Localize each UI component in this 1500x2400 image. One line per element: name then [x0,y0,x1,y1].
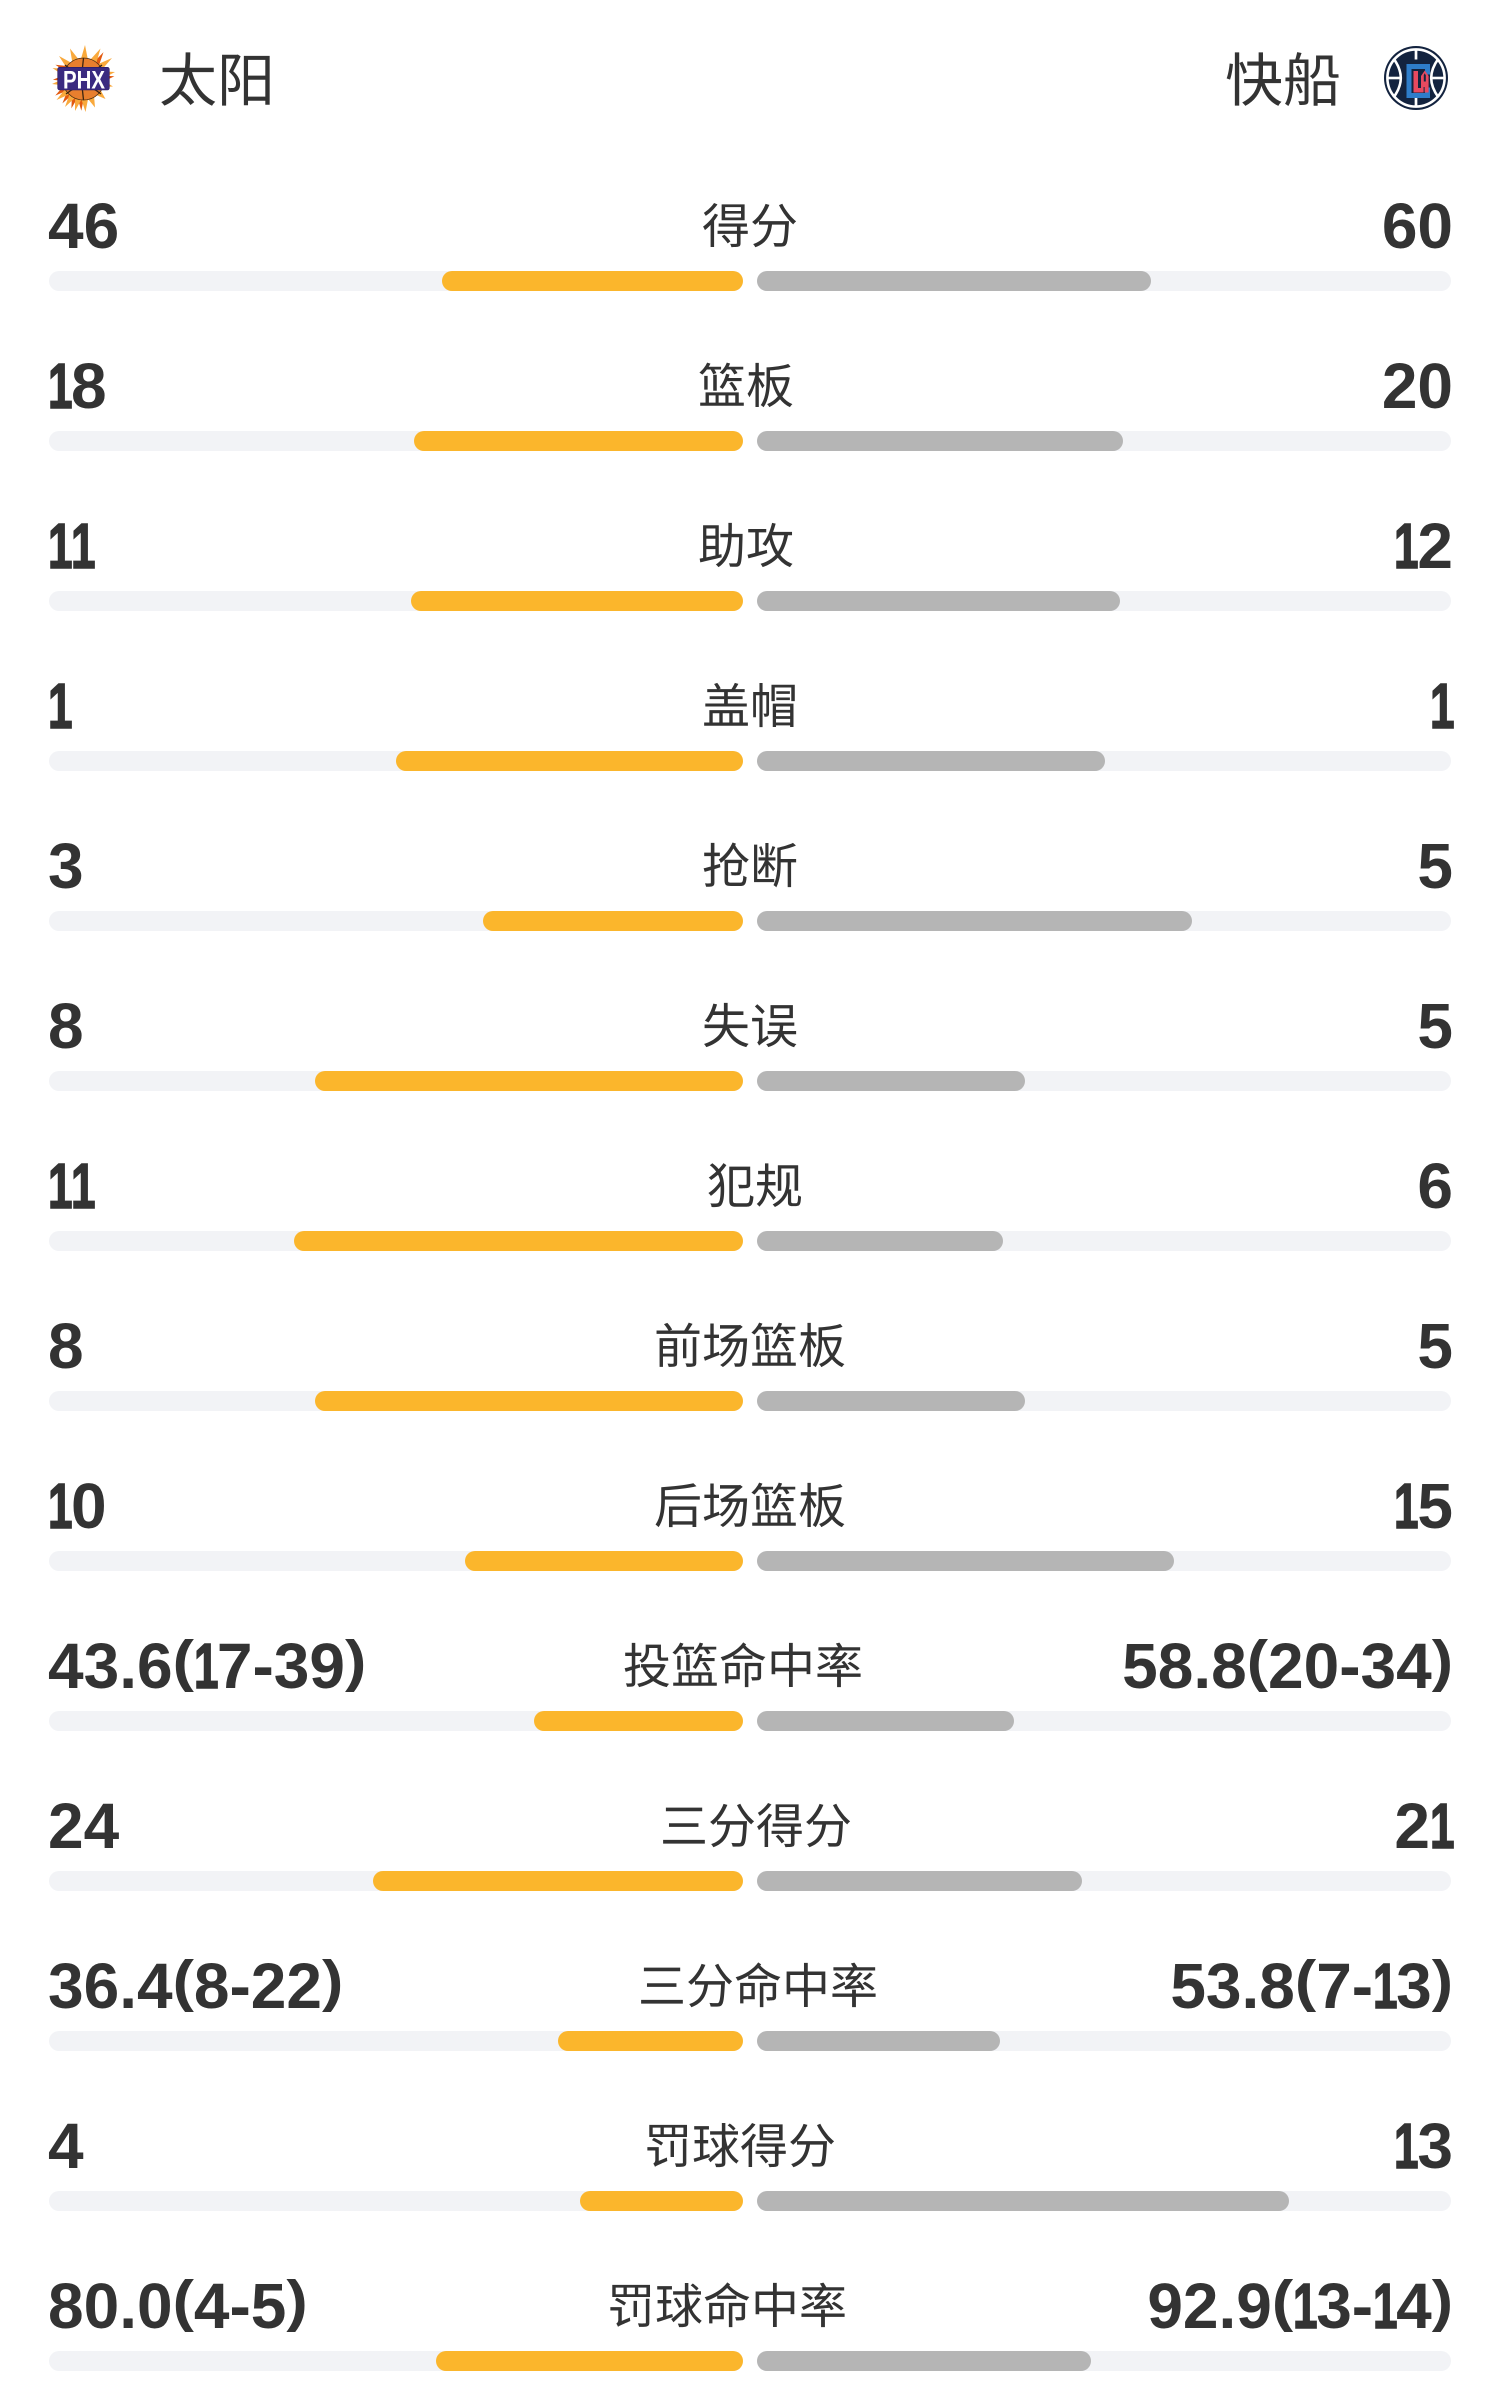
svg-text:PHX: PHX [63,67,105,95]
